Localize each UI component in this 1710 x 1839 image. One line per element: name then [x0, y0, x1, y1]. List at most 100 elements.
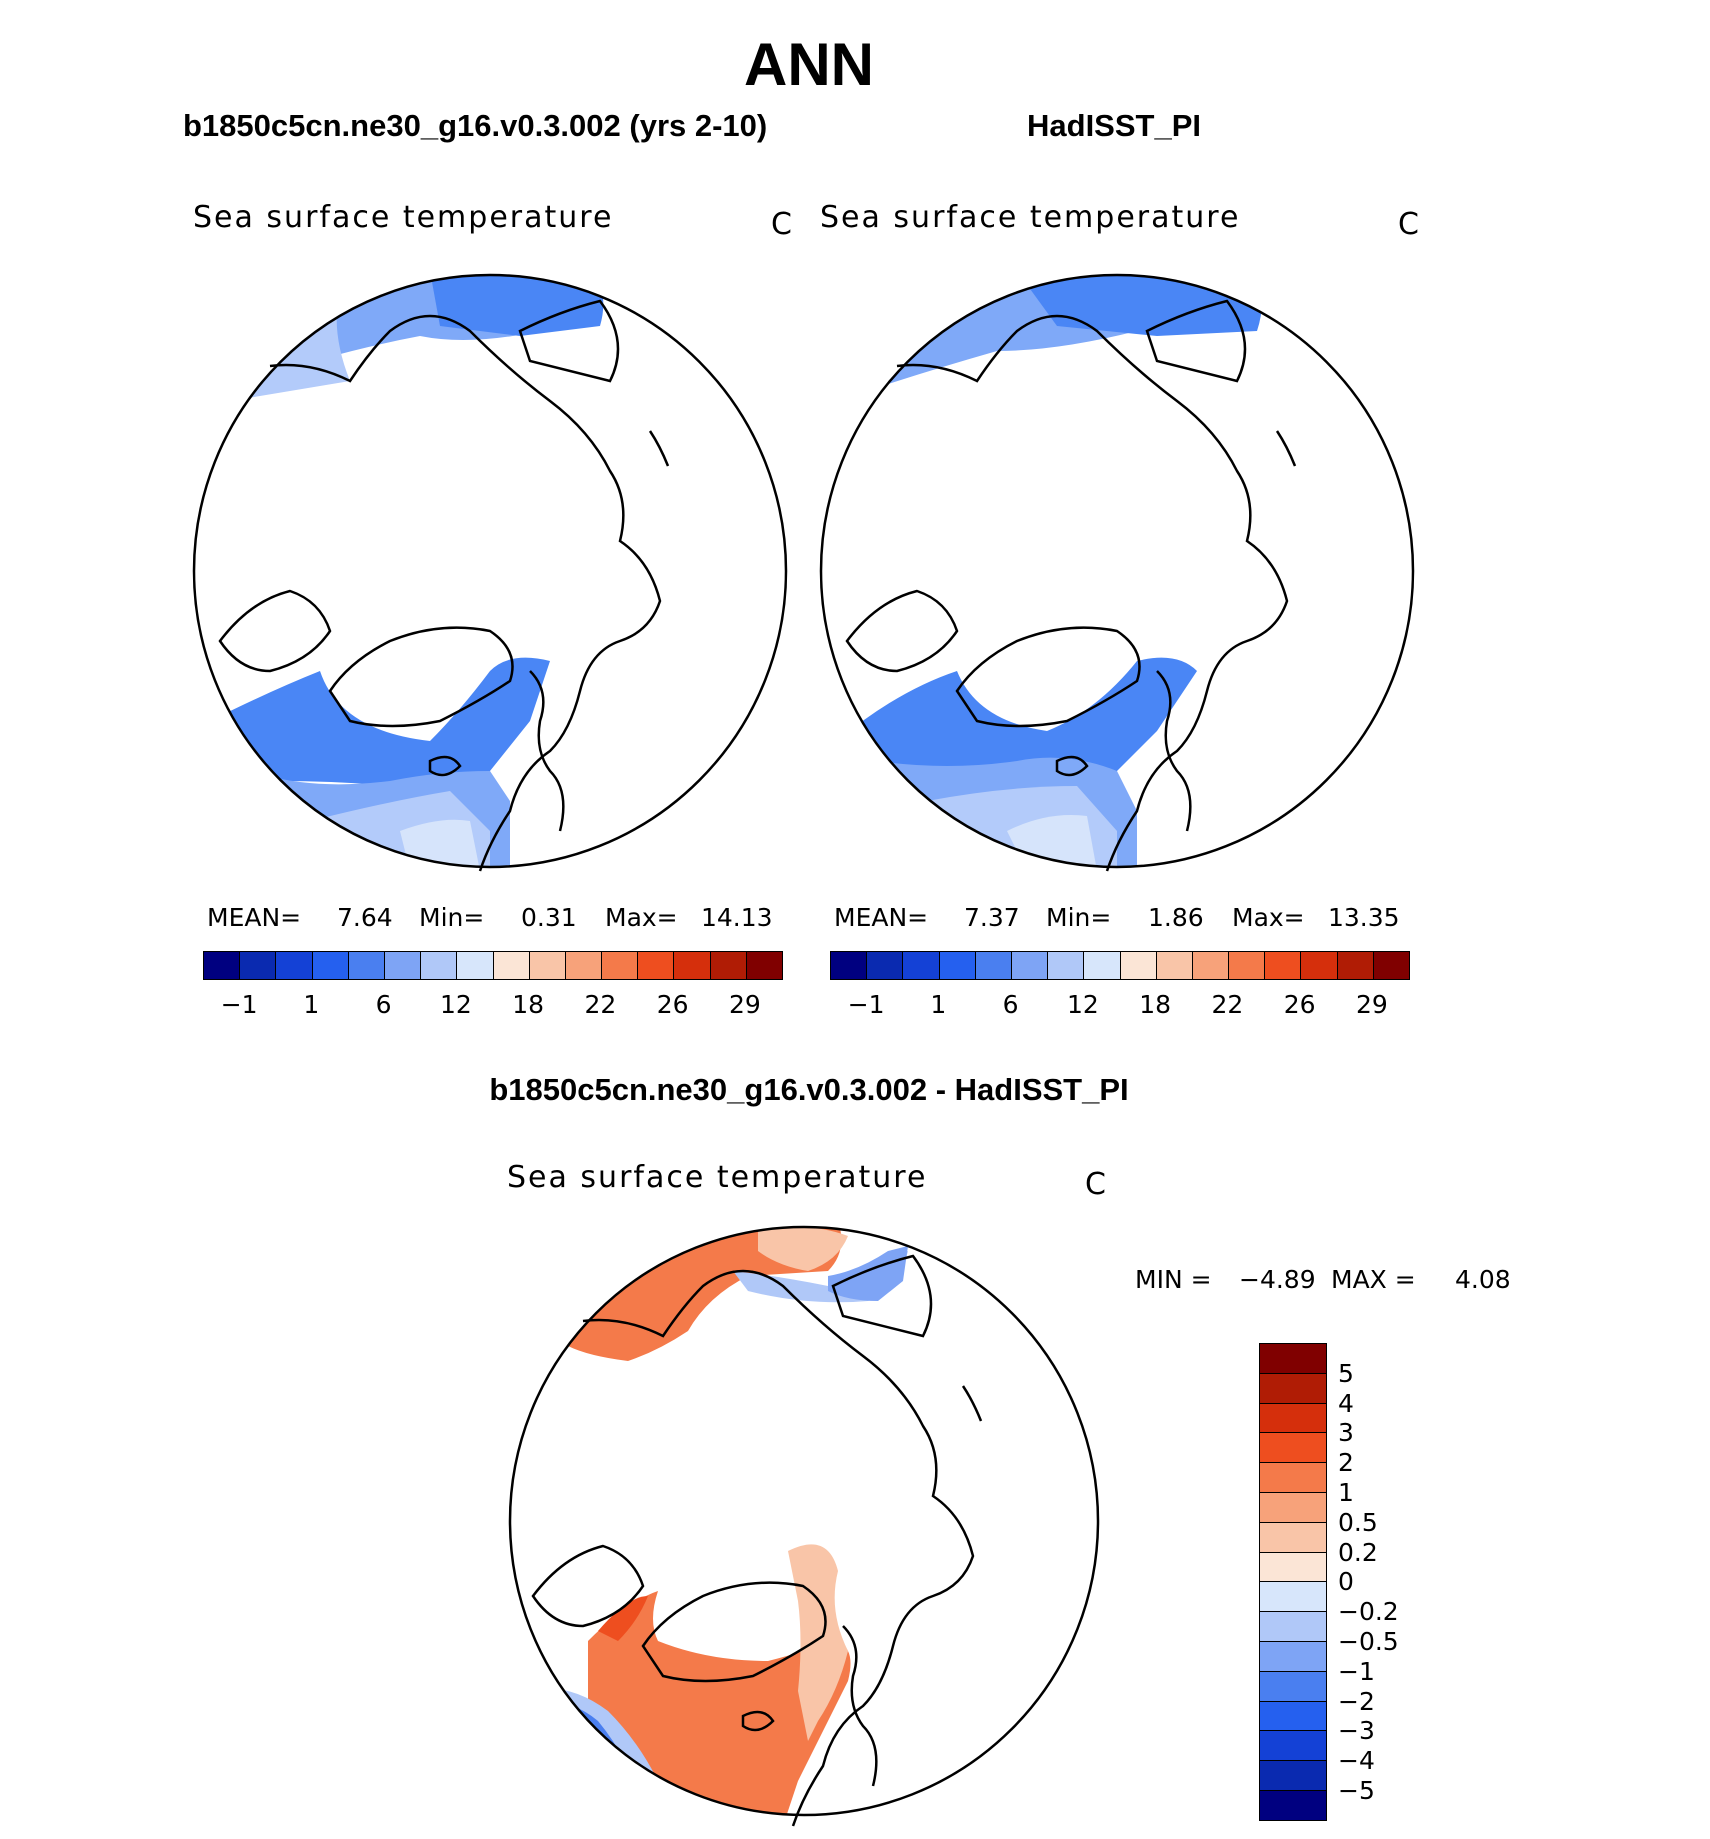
panel-2-colorbar-cell [939, 952, 976, 979]
diff-colorbar-cell [1260, 1701, 1326, 1732]
panel-1-colorbar [203, 951, 783, 980]
panel-2-stats: MEAN= 7.37 Min= 1.86 Max= 13.35 [834, 903, 1400, 1106]
panel-2-colorbar-cell [1229, 952, 1266, 979]
panel-1-max-value: 14.13 [701, 903, 773, 932]
panel-2-colorbar-label: 6 [1002, 990, 1019, 1019]
panel-1-map-border [192, 273, 788, 869]
diff-colorbar-label: 4 [1338, 1388, 1354, 1418]
diff-colorbar-label: −0.2 [1338, 1597, 1399, 1627]
panel-2-colorbar-cell [1337, 952, 1374, 979]
panel-2-colorbar-label: 1 [930, 990, 947, 1019]
panel-2-min-value: 1.86 [1148, 903, 1204, 932]
diff-colorbar-label: −0.5 [1338, 1627, 1399, 1656]
panel-1-colorbar-cell [348, 952, 385, 979]
panel-1-case-title: b1850c5cn.ne30_g16.v0.3.002 (yrs 2-10) [183, 108, 768, 143]
panel-1-colorbar-cell [240, 952, 277, 979]
panel-2-colorbar [830, 951, 1410, 980]
panel-1-sst-fill-pacific-light [230, 291, 350, 401]
diff-colorbar-label: 3 [1338, 1418, 1354, 1448]
diff-colorbar-label: 5 [1338, 1358, 1354, 1388]
panel-1-colorbar-cell [421, 952, 458, 979]
diff-colorbar-label: −5 [1338, 1776, 1375, 1805]
panel-2-colorbar-cell [1084, 952, 1121, 979]
panel-2-colorbar-cell [1120, 952, 1157, 979]
diff-max-label: MAX = [1331, 1265, 1416, 1294]
panel-2-colorbar-label: 29 [1355, 990, 1388, 1019]
diff-colorbar-cell [1260, 1492, 1326, 1523]
diff-colorbar-label: 0 [1338, 1567, 1354, 1597]
diff-fill-pacific-pale [758, 1227, 848, 1271]
diff-colorbar-cell [1260, 1671, 1326, 1702]
panel-1-min-value: 0.31 [521, 903, 577, 932]
panel-2-colorbar-labels: −1 1 6 12 18 22 26 29 [830, 990, 1408, 1020]
panel-1-colorbar-label: 1 [303, 990, 320, 1019]
diff-min-label: MIN = [1135, 1265, 1212, 1294]
panel-1-colorbar-label: 12 [439, 990, 472, 1019]
panel-2-case-title: HadISST_PI [1027, 108, 1201, 143]
panel-1-min-label: Min= [419, 903, 485, 932]
panel-1-sst-fill-atlantic-mid [210, 657, 550, 791]
panel-2-colorbar-label: −1 [847, 990, 885, 1019]
panel-2-colorbar-label: 26 [1283, 990, 1316, 1019]
panel-1-colorbar-cell [529, 952, 566, 979]
panel-2-mean-value: 7.37 [964, 903, 1020, 932]
panel-2-units-label: C [1398, 207, 1419, 242]
panel-2-colorbar-cell [831, 952, 868, 979]
diff-colorbar-cell [1260, 1731, 1326, 1762]
panel-2-colorbar-cell [1265, 952, 1302, 979]
diff-max-value: 4.08 [1455, 1265, 1511, 1294]
diff-colorbar [1259, 1343, 1327, 1821]
panel-2-polar-map [819, 273, 1415, 872]
panel-1-stats: MEAN= 7.64 Min= 0.31 Max= 14.13 [207, 903, 773, 1106]
diff-colorbar-cell [1260, 1641, 1326, 1672]
diff-colorbar-cell [1260, 1433, 1326, 1464]
panel-1-mean-value: 7.64 [337, 903, 393, 932]
diff-colorbar-label: −2 [1338, 1686, 1375, 1716]
diff-colorbar-label: 2 [1338, 1448, 1354, 1478]
diff-colorbar-label: 0.5 [1338, 1507, 1378, 1537]
panel-2-colorbar-cell [867, 952, 904, 979]
panel-1-variable-label: Sea surface temperature [193, 200, 614, 235]
diff-colorbar-cell [1260, 1344, 1326, 1374]
diff-colorbar-cell [1260, 1612, 1326, 1642]
panel-1-colorbar-cell [565, 952, 603, 979]
panel-1-colorbar-cell [276, 952, 313, 979]
panel-2-max-label: Max= [1232, 903, 1305, 932]
panel-2-colorbar-cell [1011, 952, 1049, 979]
panel-1-colorbar-cell [204, 952, 241, 979]
panel-1-colorbar-cell [457, 952, 494, 979]
panel-2-sst-fill-atlantic-deep [837, 657, 1197, 771]
diff-variable-label: Sea surface temperature [507, 1160, 928, 1195]
panel-1-colorbar-label: 22 [584, 990, 617, 1019]
diff-colorbar-label: 0.2 [1338, 1537, 1378, 1567]
panel-2-coastlines [845, 299, 1297, 872]
panel-1-colorbar-cell [710, 952, 747, 979]
panel-1-colorbar-cell [384, 952, 422, 979]
diff-colorbar-cell [1260, 1522, 1326, 1553]
panel-1-colorbar-label: 26 [656, 990, 689, 1019]
panel-2-colorbar-label: 22 [1211, 990, 1244, 1019]
diff-fill-pacific-cool [828, 1246, 908, 1301]
panel-1-coastlines [218, 299, 670, 872]
panel-1-colorbar-cell [638, 952, 675, 979]
panel-2-colorbar-cell [1156, 952, 1193, 979]
panel-2-colorbar-cell [1301, 952, 1338, 979]
diff-colorbar-cell [1260, 1582, 1326, 1613]
panel-2-colorbar-cell [1373, 952, 1409, 979]
panel-1-colorbar-label: 29 [728, 990, 761, 1019]
diff-fill-atlantic-cold-deep [533, 1740, 603, 1815]
panel-2-colorbar-cell [1048, 952, 1085, 979]
diff-title: b1850c5cn.ne30_g16.v0.3.002 - HadISST_PI [489, 1072, 1129, 1107]
diff-colorbar-cell [1260, 1403, 1326, 1434]
panel-1-max-label: Max= [605, 903, 678, 932]
diff-colorbar-label: −4 [1338, 1746, 1375, 1776]
panel-1-colorbar-label: 6 [375, 990, 392, 1019]
diff-coastlines [531, 1254, 983, 1827]
panel-2-variable-label: Sea surface temperature [820, 200, 1241, 235]
panel-2-colorbar-cell [975, 952, 1012, 979]
panel-2-map-border [819, 273, 1415, 869]
panel-2-colorbar-label: 12 [1066, 990, 1099, 1019]
panel-1-units-label: C [771, 207, 792, 242]
diff-units-label: C [1085, 1167, 1106, 1202]
panel-1-colorbar-label: 18 [512, 990, 545, 1019]
